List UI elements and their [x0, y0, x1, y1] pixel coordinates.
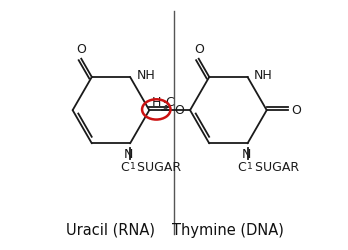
Text: N: N	[124, 148, 134, 161]
Text: Thymine (DNA): Thymine (DNA)	[173, 222, 284, 238]
Text: O: O	[194, 42, 204, 56]
Text: Uracil (RNA): Uracil (RNA)	[66, 222, 156, 238]
Text: SUGAR: SUGAR	[251, 161, 299, 174]
Text: 1: 1	[130, 162, 136, 171]
Text: 3: 3	[162, 102, 168, 111]
Text: H: H	[152, 96, 161, 109]
Text: NH: NH	[254, 69, 272, 82]
Text: N: N	[242, 148, 251, 161]
Text: NH: NH	[136, 69, 155, 82]
Text: SUGAR: SUGAR	[133, 161, 181, 174]
Text: C: C	[238, 161, 246, 174]
Text: O: O	[76, 42, 86, 56]
Text: C: C	[166, 96, 174, 109]
Text: O: O	[292, 104, 301, 117]
Text: C: C	[120, 161, 129, 174]
Text: 1: 1	[247, 162, 253, 171]
Text: O: O	[174, 104, 184, 117]
